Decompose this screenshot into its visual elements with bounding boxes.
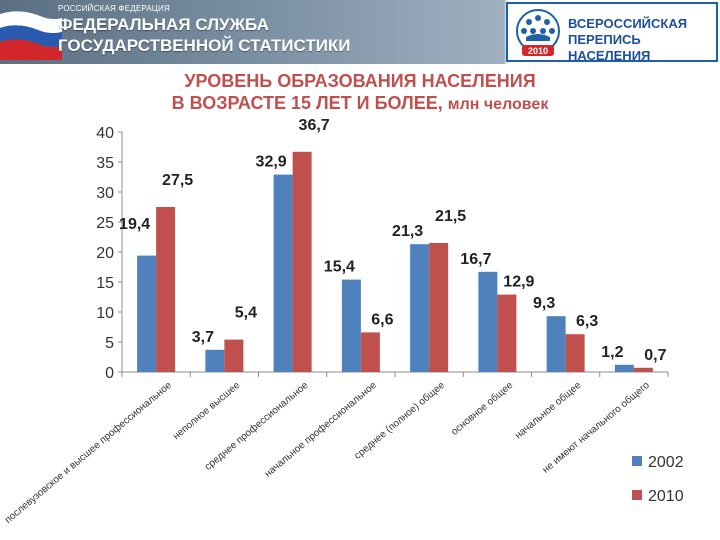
flag-icon	[0, 11, 62, 60]
legend-swatch-2010	[632, 490, 642, 500]
census-logo-text: ВСЕРОССИЙСКАЯ ПЕРЕПИСЬ НАСЕЛЕНИЯ	[568, 16, 716, 64]
census-logo: 2010 ВСЕРОССИЙСКАЯ ПЕРЕПИСЬ НАСЕЛЕНИЯ	[506, 2, 718, 64]
census-emblem-icon: 2010	[516, 9, 560, 56]
data-label-2010: 6,3	[576, 313, 598, 330]
chart-title-line2: В ВОЗРАСТЕ 15 ЛЕТ И БОЛЕЕ, млн человек	[0, 92, 720, 116]
data-label-2010: 0,7	[644, 347, 666, 364]
data-label-2002: 19,4	[119, 216, 150, 233]
y-tick-label: 15	[96, 275, 114, 292]
y-tick-label: 25	[96, 215, 114, 232]
org-title: ФЕДЕРАЛЬНАЯ СЛУЖБА ГОСУДАРСТВЕННОЙ СТАТИ…	[58, 14, 351, 56]
data-label-2002: 32,9	[256, 154, 287, 171]
bar-2010	[429, 243, 449, 372]
bar-2010	[565, 334, 585, 372]
y-tick-label: 40	[96, 125, 114, 142]
bar-2010	[360, 332, 380, 372]
org-title-line1: ФЕДЕРАЛЬНАЯ СЛУЖБА	[58, 15, 269, 34]
legend-swatch-2002	[632, 456, 642, 466]
bar-2002	[273, 174, 293, 372]
x-category-label: основное общее	[449, 379, 516, 438]
bar-2010	[292, 151, 312, 372]
data-label-2002: 3,7	[192, 329, 214, 346]
data-label-2002: 1,2	[601, 344, 623, 361]
y-tick-label: 20	[96, 245, 114, 262]
x-category-label: послевузовское и высшее профессиональное	[2, 379, 174, 526]
bar-2002	[341, 279, 361, 372]
bar-2002	[614, 364, 634, 372]
bar-2002	[546, 316, 566, 372]
data-label-2010: 36,7	[299, 117, 330, 134]
bar-2002	[478, 271, 498, 372]
data-label-2010: 6,6	[371, 311, 393, 328]
y-tick-label: 10	[96, 305, 114, 322]
data-label-2002: 21,3	[392, 223, 423, 240]
x-category-label: начальное общее	[513, 379, 584, 442]
y-tick-label: 5	[105, 335, 114, 352]
y-tick-label: 35	[96, 155, 114, 172]
census-year: 2010	[528, 46, 548, 56]
org-small-text: РОССИЙСКАЯ ФЕДЕРАЦИЯ	[58, 4, 170, 13]
bar-2002	[137, 255, 157, 372]
chart-title-line2-main: В ВОЗРАСТЕ 15 ЛЕТ И БОЛЕЕ,	[171, 93, 443, 113]
legend-label-2002: 2002	[648, 454, 684, 471]
data-label-2010: 21,5	[435, 208, 466, 225]
bar-2010	[633, 367, 653, 372]
x-category-label: начальное профессиональное	[262, 379, 379, 480]
y-tick-label: 0	[105, 365, 114, 382]
data-label-2002: 16,7	[460, 251, 491, 268]
y-tick-label: 30	[96, 185, 114, 202]
data-label-2010: 5,4	[235, 305, 257, 322]
org-title-line2: ГОСУДАРСТВЕННОЙ СТАТИСТИКИ	[58, 36, 351, 55]
data-label-2010: 12,9	[503, 274, 534, 291]
chart-title-line1: УРОВЕНЬ ОБРАЗОВАНИЯ НАСЕЛЕНИЯ	[184, 71, 536, 91]
chart-title: УРОВЕНЬ ОБРАЗОВАНИЯ НАСЕЛЕНИЯ В ВОЗРАСТЕ…	[0, 70, 720, 116]
census-line1: ВСЕРОССИЙСКАЯ	[568, 16, 688, 31]
bar-2002	[410, 244, 430, 372]
census-line2: ПЕРЕПИСЬ НАСЕЛЕНИЯ	[568, 32, 651, 63]
chart-title-unit: млн человек	[447, 96, 549, 113]
bar-2010	[224, 339, 244, 372]
data-label-2002: 9,3	[533, 295, 555, 312]
bar-2002	[205, 349, 225, 372]
header-banner: РОССИЙСКАЯ ФЕДЕРАЦИЯ ФЕДЕРАЛЬНАЯ СЛУЖБА …	[0, 0, 720, 64]
bar-2010	[156, 207, 176, 372]
bar-2010	[497, 294, 517, 372]
legend-label-2010: 2010	[648, 488, 684, 505]
x-category-label: неполное высшее	[171, 380, 243, 443]
data-label-2002: 15,4	[324, 259, 355, 276]
data-label-2010: 27,5	[162, 172, 193, 189]
